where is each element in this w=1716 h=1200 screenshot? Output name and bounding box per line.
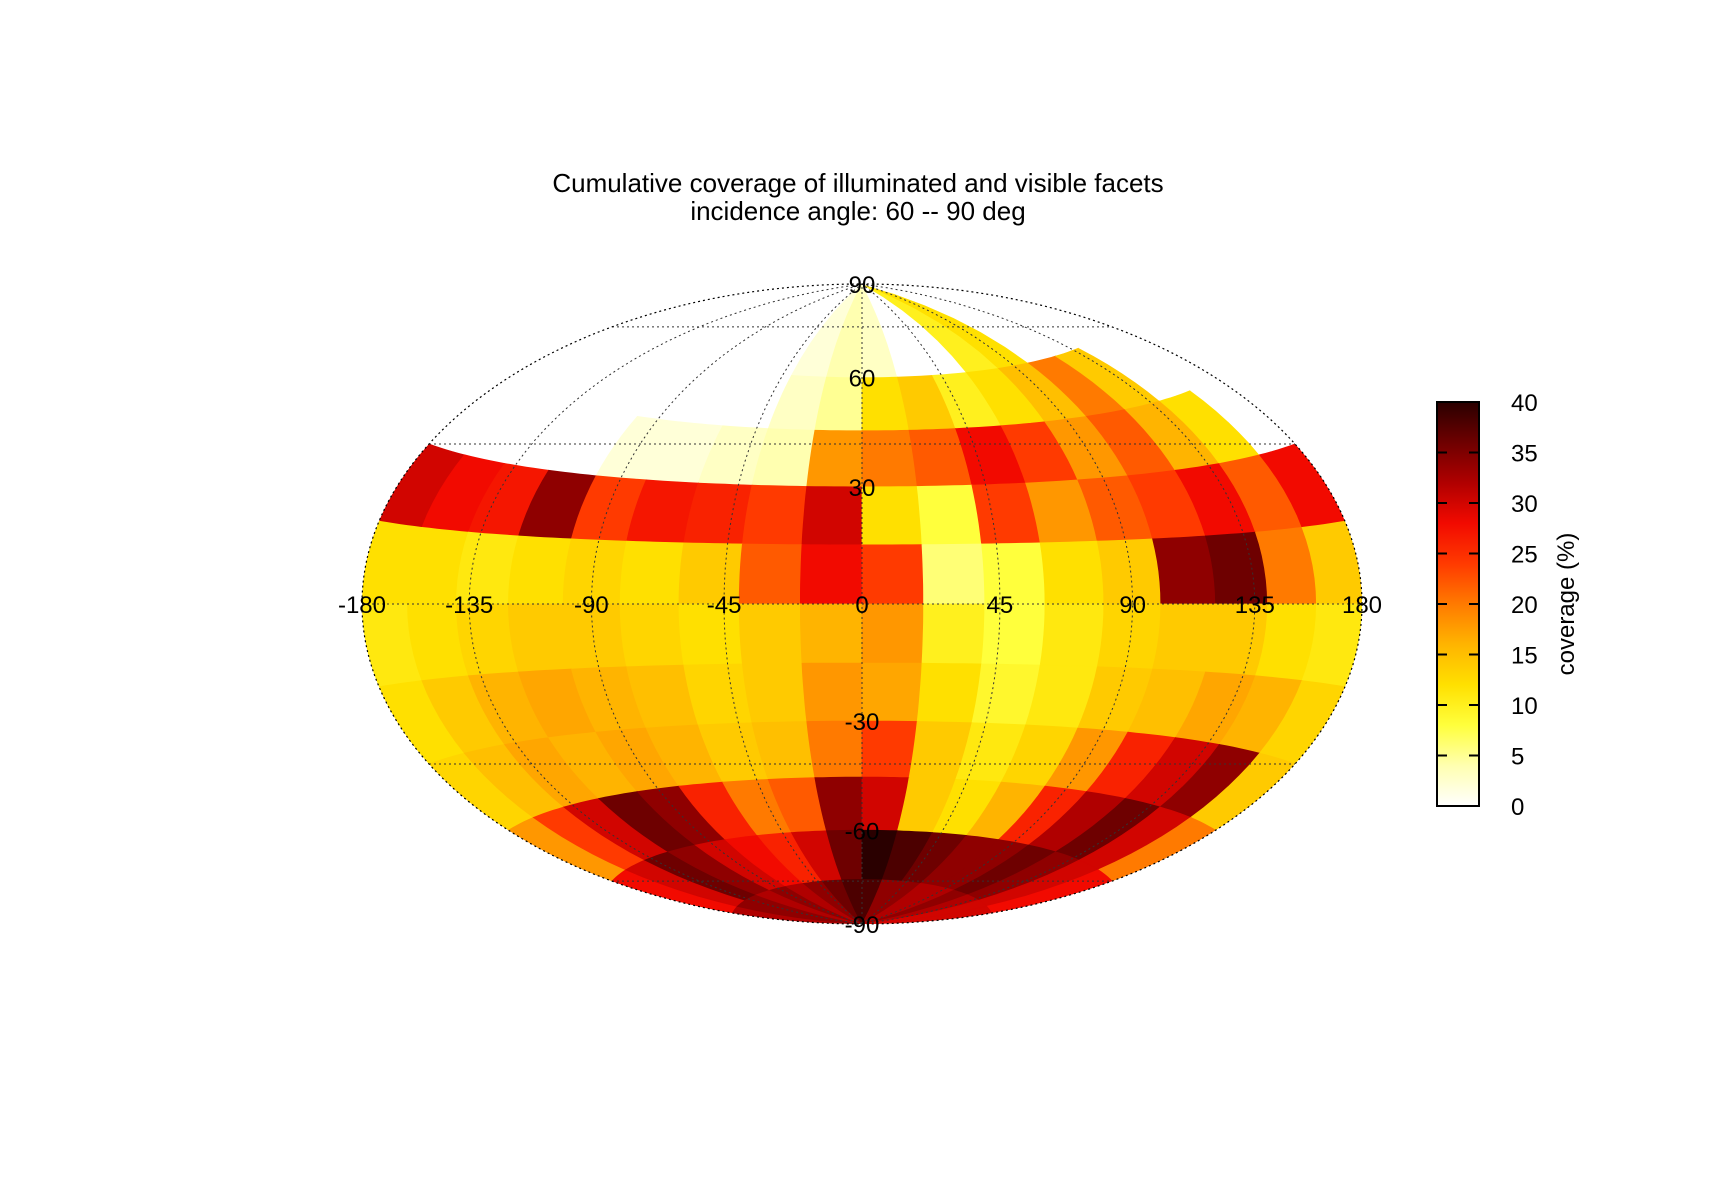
heatmap-cell xyxy=(800,544,863,605)
colorbar-tick-label: 20 xyxy=(1511,592,1538,619)
longitude-tick-label: -90 xyxy=(574,592,609,619)
heatmap-cell xyxy=(619,540,685,605)
longitude-tick-label: 135 xyxy=(1235,592,1275,619)
latitude-tick-label: 90 xyxy=(849,272,876,299)
heatmap-cell xyxy=(619,603,685,668)
meridian-line xyxy=(468,283,863,925)
heatmap-cell xyxy=(800,603,863,664)
colorbar-ticks: 0 5 10 15 20 25 30 35 40 xyxy=(1437,390,1538,821)
longitude-tick-label: -45 xyxy=(707,592,742,619)
heatmap-cell xyxy=(1039,540,1105,605)
chart-subtitle: incidence angle: 60 -- 90 deg xyxy=(690,196,1026,226)
heatmap-cell xyxy=(916,662,983,724)
longitude-tick-label: -180 xyxy=(338,592,386,619)
longitude-tick-label: -135 xyxy=(445,592,493,619)
map-outline xyxy=(361,283,1363,925)
latitude-tick-labels: 90 60 30 -30 -60 -90 xyxy=(845,272,880,939)
meridian-line xyxy=(723,283,863,925)
heatmap-cell xyxy=(1152,603,1217,673)
heatmap-cell xyxy=(1152,535,1217,605)
colorbar-tick-label: 0 xyxy=(1511,794,1524,821)
colorbar-tick-label: 30 xyxy=(1511,491,1538,518)
heatmap-cell xyxy=(507,603,572,673)
colorbar: 0 5 10 15 20 25 30 35 40 coverage (%) xyxy=(1436,390,1580,821)
heatmap-cell xyxy=(741,662,808,724)
heatmap-cell xyxy=(921,603,986,665)
latitude-tick-label: 30 xyxy=(849,475,876,502)
colorbar-tick-label: 35 xyxy=(1511,441,1538,468)
heatmap-cell xyxy=(1039,603,1105,668)
colorbar-tick-label: 5 xyxy=(1511,744,1524,771)
heatmap-cell xyxy=(861,544,924,605)
heatmap-cell xyxy=(1301,520,1362,605)
heatmap-cells xyxy=(362,284,1362,924)
longitude-tick-labels: -180 -135 -90 -45 0 45 90 135 180 xyxy=(338,592,1382,619)
meridian-line xyxy=(861,283,1256,925)
longitude-tick-label: 180 xyxy=(1342,592,1382,619)
heatmap-cell xyxy=(738,603,803,665)
meridian-line xyxy=(861,283,1001,925)
longitude-tick-label: 0 xyxy=(855,592,868,619)
latitude-tick-label: 60 xyxy=(849,366,876,393)
latitude-tick-label: -60 xyxy=(845,818,880,845)
heatmap-cell xyxy=(861,603,924,664)
colorbar-tick-label: 25 xyxy=(1511,542,1538,569)
longitude-tick-label: 90 xyxy=(1119,592,1146,619)
latitude-tick-label: -30 xyxy=(845,709,880,736)
heatmap-cell xyxy=(738,543,803,605)
heatmap-cell xyxy=(507,535,572,605)
latitude-tick-label: -90 xyxy=(845,912,880,939)
colorbar-label: coverage (%) xyxy=(1553,533,1580,676)
colorbar-tick-label: 15 xyxy=(1511,643,1538,670)
heatmap-cell xyxy=(741,484,808,546)
longitude-tick-label: 45 xyxy=(987,592,1014,619)
heatmap-cell xyxy=(921,543,986,605)
colorbar-tick-label: 10 xyxy=(1511,693,1538,720)
colorbar-tick-label: 40 xyxy=(1511,390,1538,417)
chart-title: Cumulative coverage of illuminated and v… xyxy=(552,168,1164,198)
heatmap-cell xyxy=(916,484,983,546)
graticule xyxy=(362,283,1362,925)
